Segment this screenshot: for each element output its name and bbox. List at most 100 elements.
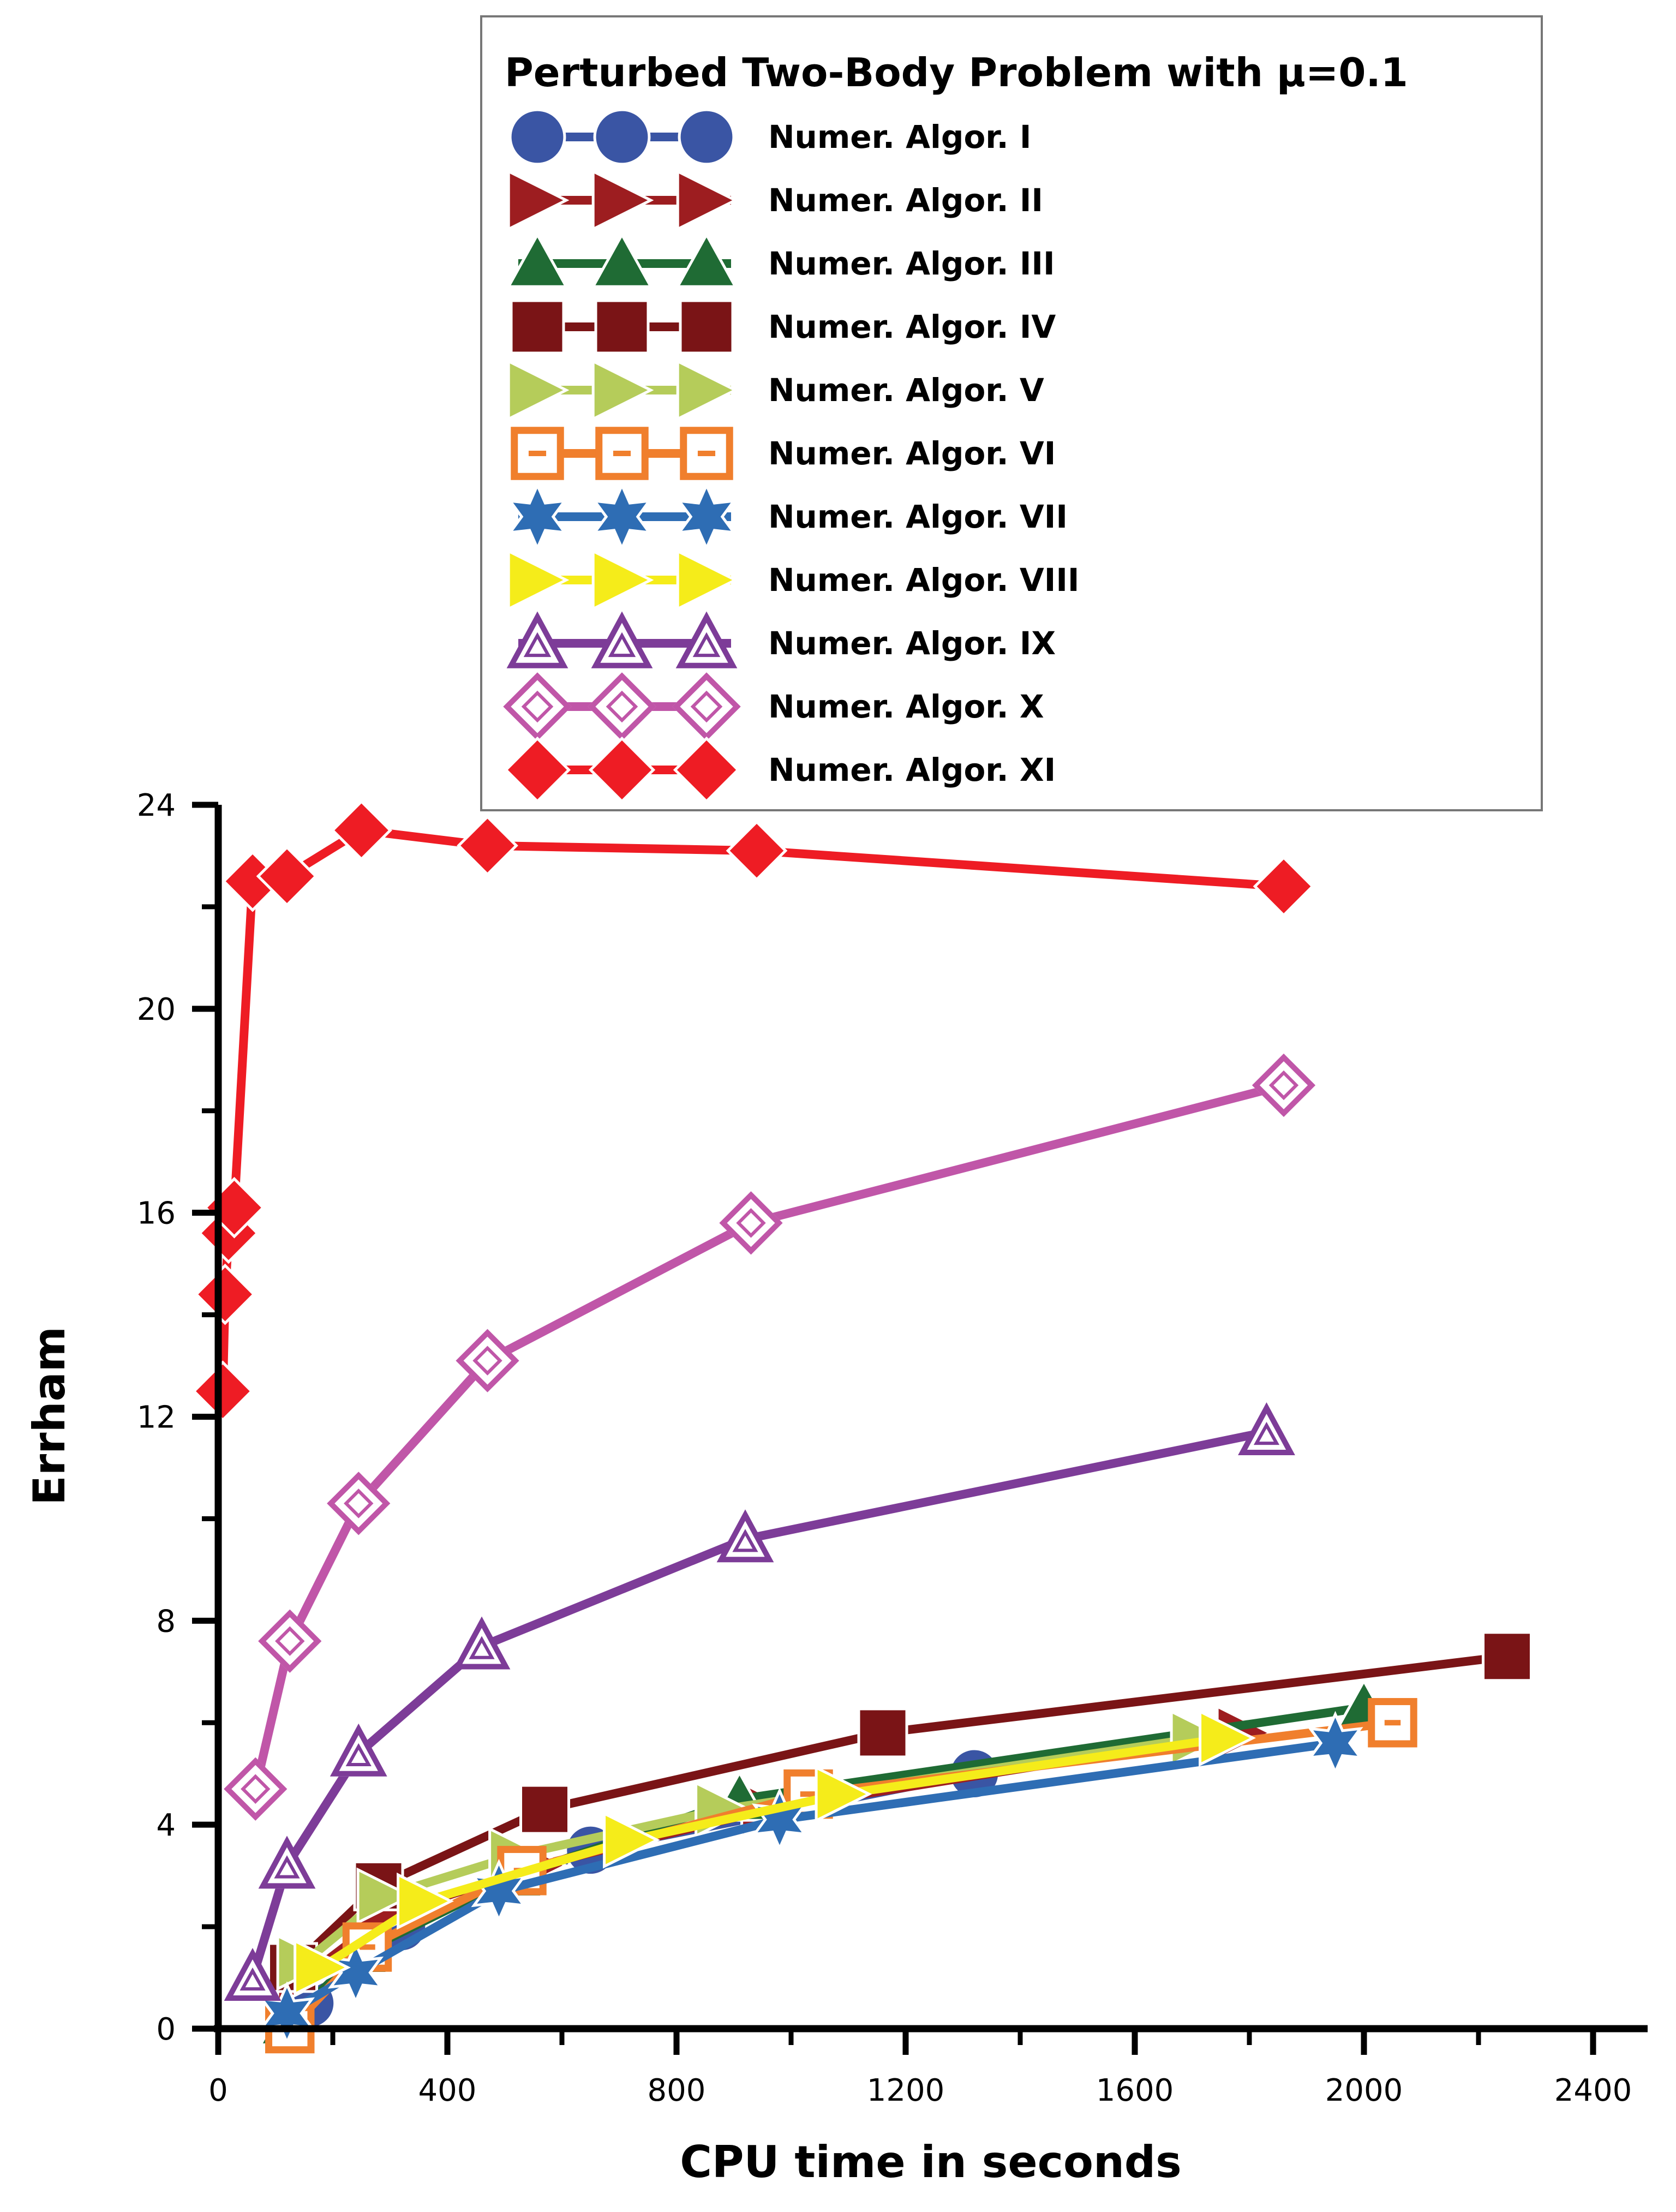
x-tick-label: 400 <box>418 2073 477 2108</box>
legend-marker <box>676 169 739 231</box>
data-point-11-1 <box>192 1360 254 1422</box>
legend-item-6: Numer. Algor. VI <box>511 427 1056 480</box>
y-tick-label: 12 <box>137 1400 176 1436</box>
legend-marker <box>506 232 569 288</box>
data-point-9-1 <box>224 1948 282 2001</box>
data-point-7-3 <box>471 1858 527 1923</box>
data-point-10-2 <box>258 1609 322 1673</box>
data-point-11-10 <box>1253 856 1315 917</box>
data-point-9-5 <box>716 1509 774 1563</box>
legend-marker <box>507 549 570 611</box>
legend-label: Numer. Algor. II <box>768 182 1043 219</box>
legend-marker <box>673 736 740 804</box>
series-8 <box>294 1709 1256 1996</box>
legend-title: Perturbed Two-Body Problem with μ=0.1 <box>505 50 1408 95</box>
legend-label: Numer. Algor. III <box>768 245 1055 282</box>
legend-item-3: Numer. Algor. III <box>506 232 1055 288</box>
legend-marker <box>591 549 654 611</box>
legend-label: Numer. Algor. IX <box>768 625 1056 662</box>
data-point-4-3 <box>519 1784 570 1835</box>
legend-marker <box>506 611 568 668</box>
data-point-9-2 <box>258 1836 316 1889</box>
data-point-11-2 <box>194 1263 256 1325</box>
x-tick-label: 2400 <box>1554 2073 1632 2108</box>
y-tick-label: 8 <box>156 1604 176 1639</box>
legend-box <box>480 15 1543 811</box>
data-point-7-5 <box>1307 1711 1363 1775</box>
y-axis-title: Errham <box>24 1326 75 1505</box>
legend-item-7: Numer. Algor. VII <box>507 482 1068 552</box>
y-tick-label: 24 <box>137 788 176 823</box>
legend-marker <box>590 232 654 288</box>
legend-marker <box>595 427 649 480</box>
series-7 <box>259 1711 1363 2046</box>
legend-item-4: Numer. Algor. IV <box>510 299 1056 355</box>
legend-item-1: Numer. Algor. I <box>508 108 1031 166</box>
legend-marker <box>676 482 737 552</box>
data-point-9-4 <box>453 1616 511 1670</box>
legend-marker <box>507 482 568 552</box>
legend-label: Numer. Algor. I <box>768 118 1031 156</box>
legend-marker <box>504 736 571 804</box>
legend: Perturbed Two-Body Problem with μ=0.1 Nu… <box>480 15 1543 811</box>
legend-marker <box>510 299 565 355</box>
legend-label: Numer. Algor. X <box>768 688 1044 725</box>
legend-marker <box>588 736 656 804</box>
legend-items: Numer. Algor. I Numer. Algor. II Numer. Al… <box>503 108 1079 804</box>
y-tick-label: 4 <box>156 1808 176 1843</box>
data-point-10-3 <box>327 1472 391 1535</box>
x-tick-label: 800 <box>648 2073 706 2108</box>
legend-label: Numer. Algor. V <box>768 372 1044 409</box>
data-point-6-5 <box>1368 1698 1417 1748</box>
data-point-8-4 <box>815 1765 872 1823</box>
legend-marker <box>507 359 570 421</box>
data-point-11-8 <box>457 815 518 877</box>
data-point-8-3 <box>603 1811 660 1869</box>
data-point-5-2 <box>356 1867 414 1925</box>
data-point-9-3 <box>330 1723 387 1777</box>
series-11 <box>192 799 1315 1422</box>
legend-marker <box>679 299 734 355</box>
data-point-10-4 <box>456 1329 519 1392</box>
legend-item-8: Numer. Algor. VIII <box>507 549 1079 611</box>
data-point-4-4 <box>857 1707 908 1759</box>
legend-marker <box>675 232 738 288</box>
x-tick-label: 0 <box>208 2073 228 2108</box>
legend-item-10: Numer. Algor. X <box>503 672 1044 741</box>
legend-marker <box>680 427 733 480</box>
data-point-8-2 <box>397 1872 454 1930</box>
legend-label: Numer. Algor. VI <box>768 435 1056 472</box>
legend-marker <box>591 611 653 668</box>
data-point-11-6 <box>256 845 318 907</box>
x-tick-label: 1200 <box>867 2073 945 2108</box>
legend-marker <box>675 611 738 668</box>
legend-marker <box>591 169 654 231</box>
legend-item-2: Numer. Algor. II <box>507 169 1043 231</box>
data-point-8-1 <box>294 1939 351 1996</box>
series-9 <box>224 1402 1295 2001</box>
legend-marker <box>676 359 739 421</box>
series-10 <box>224 1053 1316 1821</box>
legend-label: Numer. Algor. XI <box>768 751 1056 788</box>
x-tick-label: 1600 <box>1096 2073 1174 2108</box>
legend-marker <box>591 359 654 421</box>
data-point-11-9 <box>726 820 788 882</box>
data-point-8-5 <box>1199 1709 1256 1767</box>
legend-marker <box>508 108 566 166</box>
data-point-4-5 <box>1482 1631 1533 1682</box>
legend-marker <box>511 427 564 480</box>
legend-marker <box>594 299 650 355</box>
y-tick-label: 16 <box>137 1196 176 1231</box>
data-point-10-1 <box>224 1757 288 1821</box>
legend-label: Numer. Algor. IV <box>768 308 1056 345</box>
data-point-10-5 <box>719 1191 783 1255</box>
ticks-layer: 0 400 800 1200 1600 2000 2400 0 4 8 12 16 20 24 <box>137 788 1632 2108</box>
x-tick-label: 2000 <box>1325 2073 1403 2108</box>
legend-label: Numer. Algor. VIII <box>768 561 1079 599</box>
legend-item-9: Numer. Algor. IX <box>506 611 1056 668</box>
data-point-11-7 <box>331 799 392 862</box>
data-point-10-6 <box>1252 1053 1316 1117</box>
y-tick-label: 20 <box>137 992 176 1027</box>
legend-item-5: Numer. Algor. V <box>507 359 1044 421</box>
